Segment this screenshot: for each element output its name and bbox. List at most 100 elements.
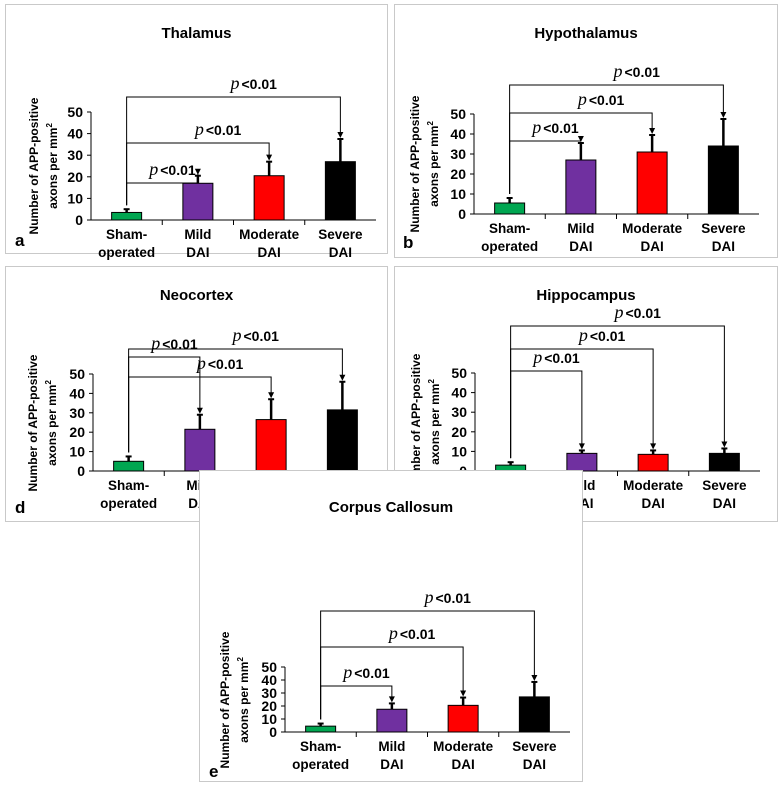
x-category-label-line: DAI bbox=[328, 245, 352, 260]
bar-4 bbox=[324, 161, 356, 221]
x-category-label-line: Moderate bbox=[239, 227, 300, 242]
y-tick-label: 30 bbox=[451, 404, 467, 420]
x-category-label-line: Sham- bbox=[488, 221, 531, 236]
significance-bracket-3 bbox=[510, 325, 725, 459]
bar-1 bbox=[494, 202, 526, 215]
panel-label: b bbox=[403, 233, 414, 252]
bar-2 bbox=[182, 182, 214, 221]
bracket-arrow-3 bbox=[721, 441, 728, 448]
p-symbol: p bbox=[613, 302, 624, 322]
p-symbol: p bbox=[531, 347, 542, 367]
bar-3 bbox=[636, 151, 668, 215]
bracket-arrow-3 bbox=[531, 674, 538, 681]
x-category-label-line: Sham- bbox=[107, 478, 150, 493]
bracket-arrow-3 bbox=[720, 112, 727, 118]
x-category-label: Mild DAI bbox=[536, 220, 626, 256]
p-value: <0.01 bbox=[544, 350, 580, 366]
p-value: <0.01 bbox=[354, 665, 390, 681]
bracket-arrow-2 bbox=[650, 443, 657, 450]
x-category-label-line: DAI bbox=[257, 245, 281, 260]
y-tick-label: 0 bbox=[269, 724, 277, 740]
x-category-label: Moderate DAI bbox=[607, 220, 697, 256]
y-tick-label: 20 bbox=[261, 698, 277, 714]
chart-title: Hypothalamus bbox=[534, 25, 638, 42]
x-category-label-line: DAI bbox=[641, 496, 665, 511]
significance-bracket-3 bbox=[320, 610, 535, 720]
p-symbol: p bbox=[229, 73, 240, 93]
bar-3 bbox=[255, 419, 287, 472]
panel-label: e bbox=[209, 762, 219, 781]
bracket-arrow-2 bbox=[266, 154, 273, 161]
y-tick-label: 30 bbox=[261, 685, 277, 701]
y-tick-label: 50 bbox=[261, 659, 277, 675]
x-category-label: Severe DAI bbox=[489, 738, 579, 774]
x-category-label-line: Severe bbox=[512, 739, 557, 754]
y-tick-label: 20 bbox=[69, 424, 85, 440]
bracket-arrow-1 bbox=[196, 407, 203, 414]
p-value: <0.01 bbox=[242, 76, 278, 92]
y-tick-label: 10 bbox=[451, 443, 467, 459]
p-value: <0.01 bbox=[162, 336, 198, 352]
bar-4 bbox=[708, 452, 740, 472]
p-value: <0.01 bbox=[400, 626, 436, 642]
bracket-arrow-1 bbox=[577, 136, 584, 142]
significance-bracket-3 bbox=[126, 96, 341, 206]
chart-panel-e: Corpus Callosum e Number of APP-positive ax… bbox=[199, 470, 583, 782]
bar-3 bbox=[637, 453, 669, 472]
x-category-label-line: operated bbox=[481, 239, 539, 254]
y-tick-label: 0 bbox=[458, 206, 466, 222]
x-category-label-line: Severe bbox=[701, 221, 746, 236]
p-symbol: p bbox=[193, 119, 204, 139]
chart-panel-b: Hypothalamus b Number of APP-positive axons… bbox=[394, 4, 778, 258]
chart-title: Corpus Callosum bbox=[328, 499, 454, 516]
x-category-label: Sham-operated bbox=[276, 738, 366, 774]
x-category-label: Moderate DAI bbox=[418, 738, 508, 774]
p-symbol: p bbox=[530, 117, 541, 137]
x-category-label-line: DAI bbox=[569, 239, 593, 254]
y-tick-label: 50 bbox=[450, 106, 466, 122]
x-category-label-line: Mild bbox=[184, 227, 212, 242]
x-category-label-line: Severe bbox=[318, 227, 363, 242]
p-value: <0.01 bbox=[244, 328, 280, 344]
y-tick-label: 30 bbox=[69, 405, 85, 421]
x-category-label: Mild DAI bbox=[153, 226, 243, 262]
x-category-label-line: DAI bbox=[712, 496, 736, 511]
p-symbol: p bbox=[387, 623, 398, 643]
p-symbol: p bbox=[423, 587, 434, 607]
p-symbol: p bbox=[577, 325, 588, 345]
x-category-label-line: Mild bbox=[567, 221, 595, 236]
p-symbol: p bbox=[231, 325, 242, 345]
y-tick-label: 40 bbox=[450, 126, 466, 142]
bar-2 bbox=[184, 428, 216, 472]
y-tick-label: 20 bbox=[450, 166, 466, 182]
bar-1 bbox=[305, 725, 337, 733]
panel-label: a bbox=[15, 231, 25, 250]
x-category-label-line: Moderate bbox=[433, 739, 494, 754]
y-tick-label: 20 bbox=[67, 169, 83, 185]
significance-bracket-3 bbox=[509, 84, 724, 194]
y-tick-label: 0 bbox=[77, 463, 85, 479]
x-category-label: Moderate DAI bbox=[608, 477, 698, 513]
x-category-label-line: DAI bbox=[711, 239, 735, 254]
x-category-label-line: Sham- bbox=[299, 739, 342, 754]
y-tick-label: 30 bbox=[67, 147, 83, 163]
p-symbol: p bbox=[149, 333, 160, 353]
y-tick-label: 20 bbox=[451, 424, 467, 440]
bracket-arrow-2 bbox=[268, 392, 275, 399]
x-category-label-line: Moderate bbox=[623, 478, 684, 493]
x-category-label: Moderate DAI bbox=[224, 226, 314, 262]
chart-title: Thalamus bbox=[161, 25, 232, 42]
bar-1 bbox=[111, 211, 143, 221]
p-value: <0.01 bbox=[590, 328, 626, 344]
y-tick-label: 0 bbox=[75, 212, 83, 228]
bar-2 bbox=[565, 159, 597, 215]
x-category-label: Sham-operated bbox=[84, 477, 174, 513]
bracket-arrow-2 bbox=[649, 128, 656, 134]
bar-3 bbox=[253, 175, 285, 221]
p-symbol: p bbox=[576, 89, 587, 109]
x-category-label-line: Sham- bbox=[105, 227, 148, 242]
